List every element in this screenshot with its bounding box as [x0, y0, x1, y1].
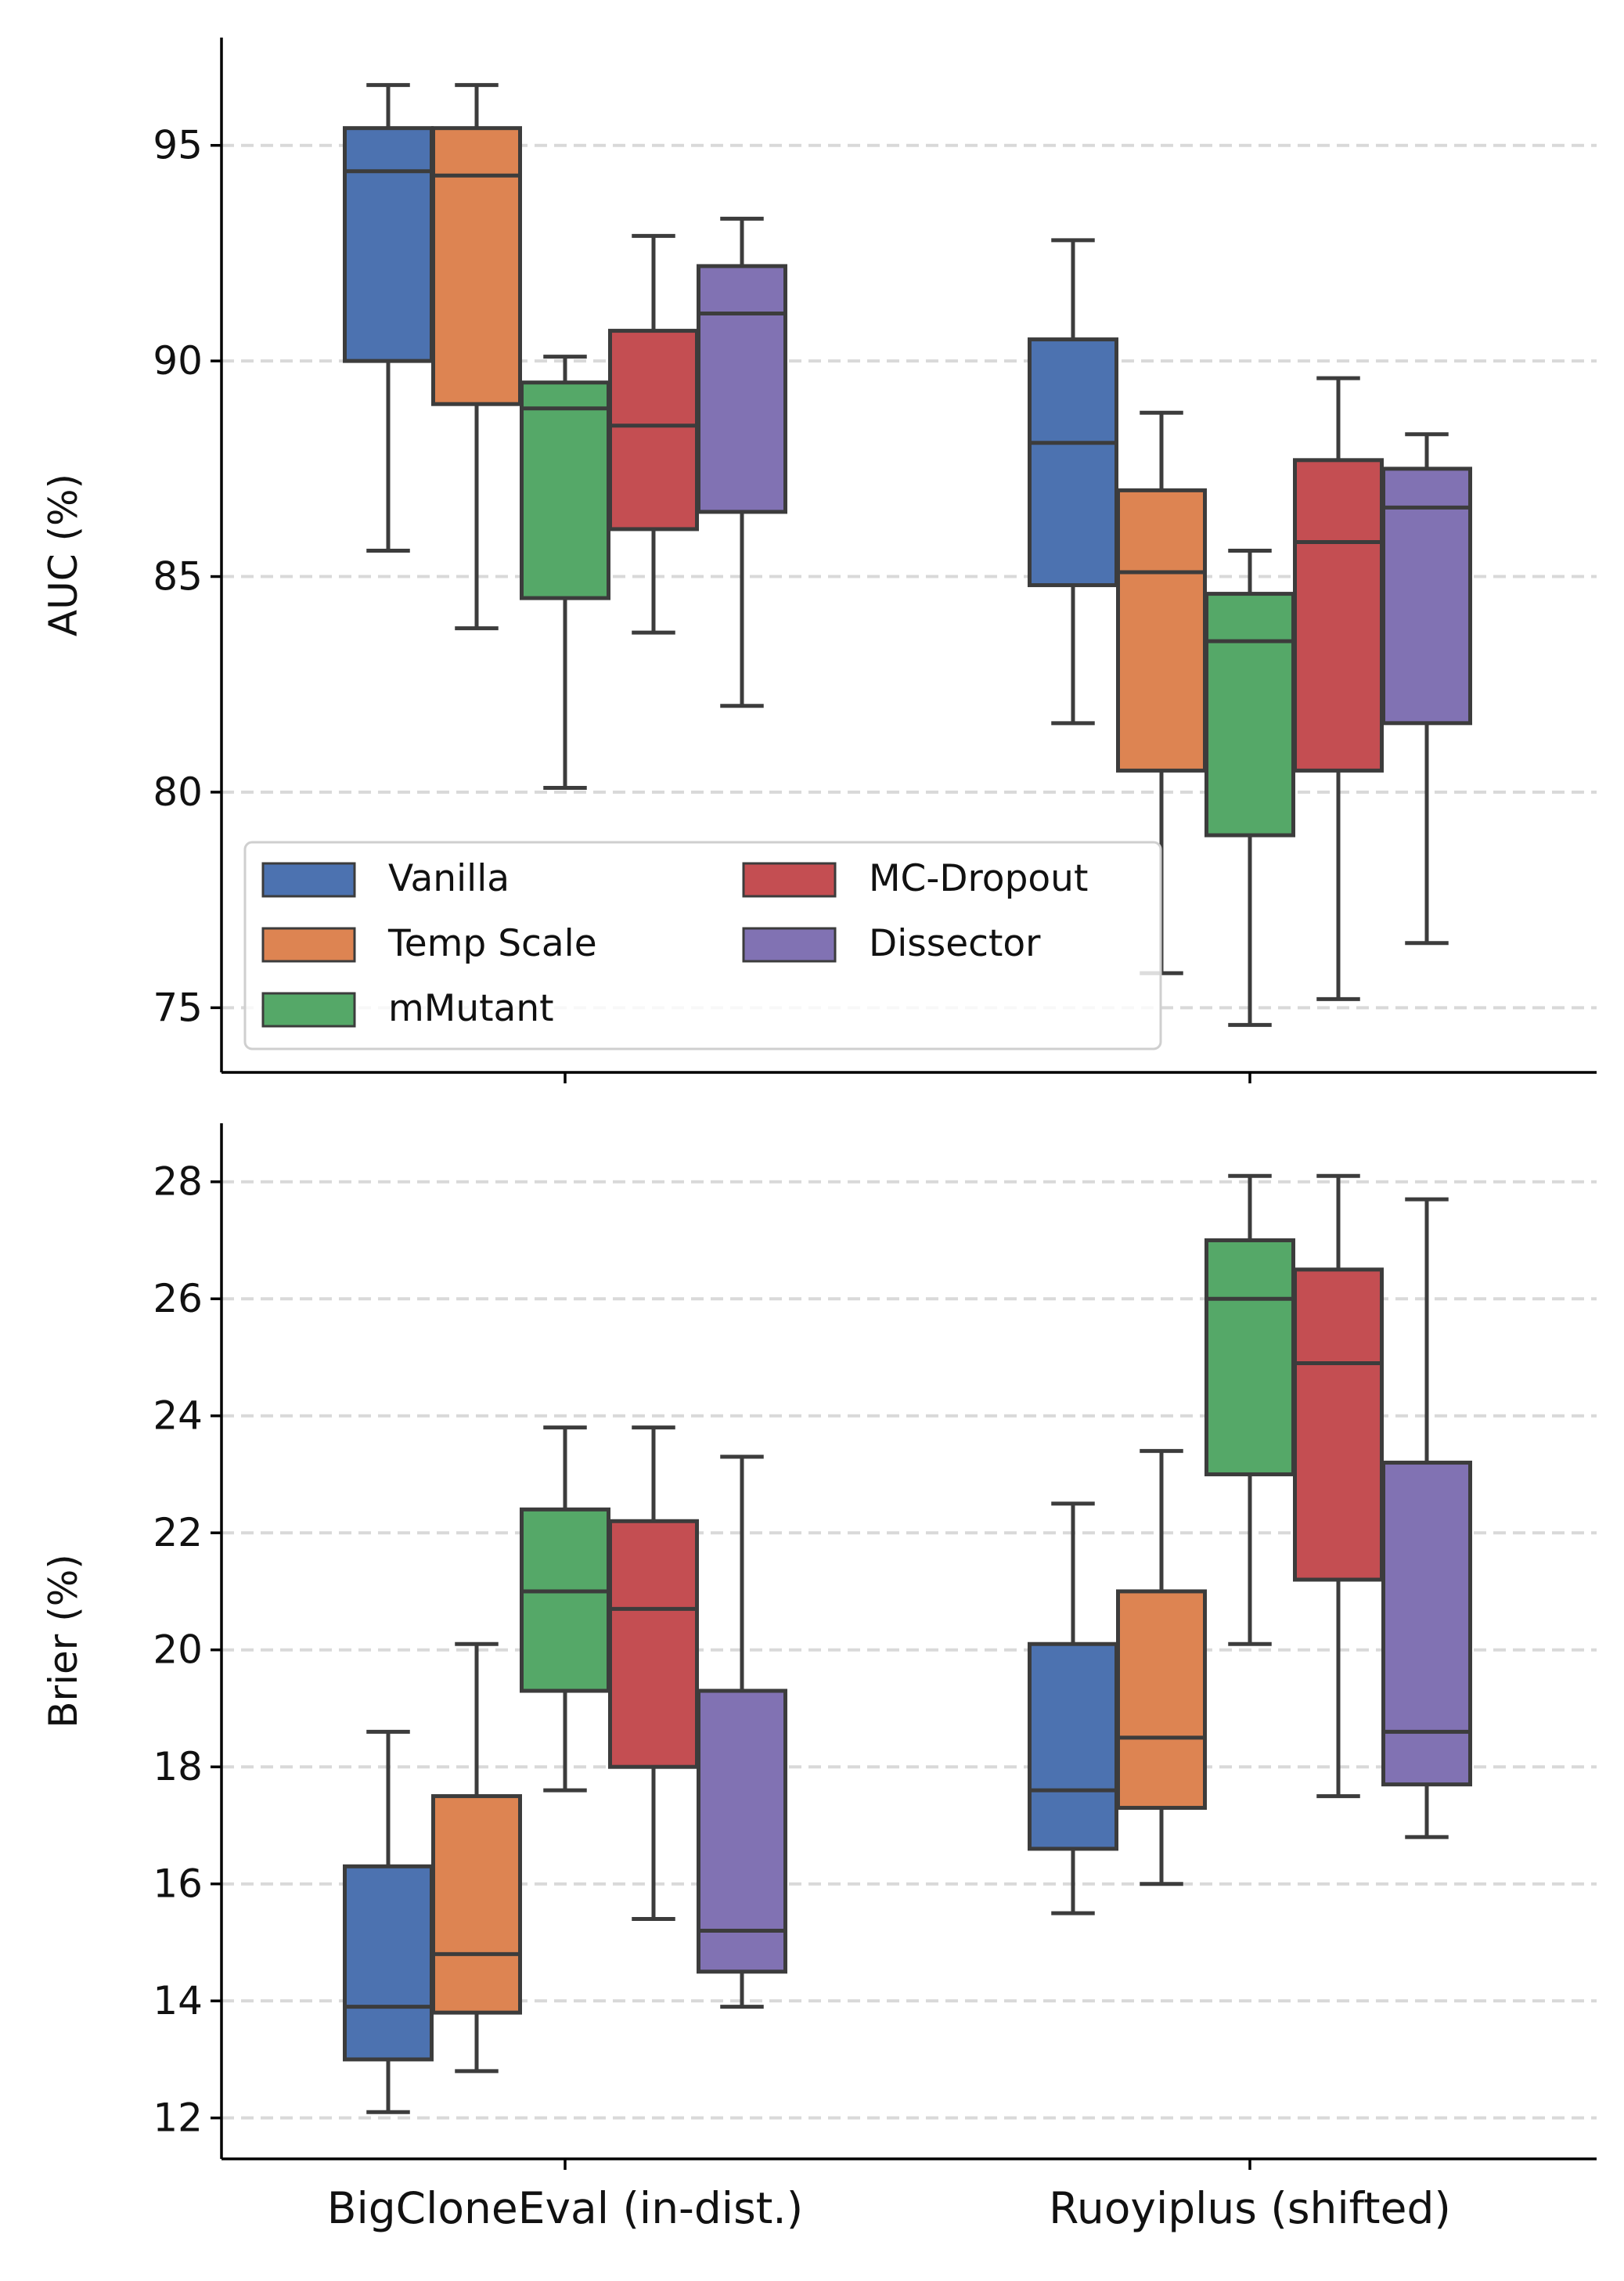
legend-item-mmutant: mMutant: [261, 987, 554, 1030]
y-tick-label-80: 80: [153, 769, 203, 815]
brier-panel: 12 14 16 18 20 22 24 26 28 Brier (%) BigCloneEval …: [41, 1123, 1597, 2233]
y-tick-label-85: 85: [153, 554, 203, 600]
box-mc-dropout-ruoyiplus-shifted: [1293, 1173, 1384, 1799]
legend-item-temp-scale: Temp Scale: [261, 922, 597, 965]
box-temp-scale-ruoyiplus-shifted: [1116, 410, 1207, 975]
box-temp-scale-bigcloneeval-in-dist: [431, 83, 522, 631]
auc-panel: 75 80 85 90 95 AUC (%): [41, 38, 1597, 1083]
box-mc-dropout-bigcloneeval-in-dist-iqr: [608, 329, 699, 532]
box-mmutant-bigcloneeval-in-dist-iqr: [520, 1507, 610, 1693]
legend-swatch-vanilla: [261, 862, 356, 898]
box-temp-scale-ruoyiplus-shifted-iqr: [1116, 488, 1207, 773]
y-tick-label-16: 16: [153, 1861, 203, 1907]
y-tick-label-95: 95: [153, 123, 203, 168]
box-vanilla-bigcloneeval-in-dist-iqr: [343, 1864, 434, 2062]
legend-item-vanilla: Vanilla: [261, 857, 510, 900]
box-vanilla-bigcloneeval-in-dist: [343, 83, 434, 553]
y-tick-label-14: 14: [153, 1978, 203, 2023]
box-mmutant-bigcloneeval-in-dist-iqr: [520, 380, 610, 600]
box-mmutant-ruoyiplus-shifted: [1204, 1173, 1295, 1646]
legend-item-mc-dropout: MC-Dropout: [742, 857, 1088, 900]
box-temp-scale-ruoyiplus-shifted-iqr: [1116, 1589, 1207, 1811]
x-tick-label-ruoyiplus-shifted: Ruoyiplus (shifted): [1049, 2183, 1451, 2233]
box-vanilla-bigcloneeval-in-dist-iqr: [343, 126, 434, 363]
legend-item-dissector: Dissector: [742, 922, 1041, 965]
legend-label-temp-scale: Temp Scale: [387, 922, 597, 965]
legend-swatch-temp-scale: [261, 927, 356, 963]
box-vanilla-ruoyiplus-shifted-iqr: [1028, 337, 1118, 588]
legend-swatch-mc-dropout: [742, 862, 837, 898]
box-dissector-bigcloneeval-in-dist-iqr: [697, 1688, 787, 1974]
box-vanilla-bigcloneeval-in-dist: [343, 1729, 434, 2114]
box-temp-scale-ruoyiplus-shifted: [1116, 1449, 1207, 1886]
box-vanilla-ruoyiplus-shifted-iqr: [1028, 1641, 1118, 1851]
y-tick-label-90: 90: [153, 338, 203, 384]
box-mc-dropout-ruoyiplus-shifted-iqr: [1293, 1267, 1384, 1582]
x-tick-label-bigcloneeval-in-dist: BigCloneEval (in-dist.): [327, 2183, 804, 2233]
box-mmutant-ruoyiplus-shifted: [1204, 548, 1295, 1027]
box-mmutant-bigcloneeval-in-dist: [520, 355, 610, 790]
box-mc-dropout-ruoyiplus-shifted: [1293, 376, 1384, 1001]
box-dissector-ruoyiplus-shifted-iqr: [1381, 467, 1472, 726]
box-mc-dropout-bigcloneeval-in-dist-iqr: [608, 1519, 699, 1769]
y-tick-label-28: 28: [153, 1159, 203, 1205]
box-mmutant-ruoyiplus-shifted-iqr: [1204, 592, 1295, 838]
box-temp-scale-bigcloneeval-in-dist-iqr: [431, 1794, 522, 2015]
box-mc-dropout-bigcloneeval-in-dist: [608, 233, 699, 635]
box-vanilla-ruoyiplus-shifted: [1028, 1501, 1118, 1915]
box-mc-dropout-bigcloneeval-in-dist: [608, 1425, 699, 1922]
legend: Vanilla Temp Scale mMutant MC-Dropout Dissec…: [243, 841, 1162, 1050]
y-tick-label-22: 22: [153, 1510, 203, 1555]
box-dissector-bigcloneeval-in-dist-iqr: [697, 264, 787, 514]
legend-swatch-mmutant: [261, 992, 356, 1028]
box-dissector-ruoyiplus-shifted: [1381, 1197, 1472, 1840]
legend-label-dissector: Dissector: [869, 922, 1041, 965]
y-tick-label-26: 26: [153, 1276, 203, 1321]
y-tick-label-75: 75: [153, 985, 203, 1030]
box-mmutant-bigcloneeval-in-dist: [520, 1425, 610, 1793]
y-tick-label-24: 24: [153, 1393, 203, 1439]
box-mc-dropout-ruoyiplus-shifted-iqr: [1293, 458, 1384, 773]
y-tick-label-12: 12: [153, 2095, 203, 2141]
legend-label-mc-dropout: MC-Dropout: [869, 857, 1088, 900]
box-vanilla-ruoyiplus-shifted: [1028, 238, 1118, 726]
box-dissector-ruoyiplus-shifted-iqr: [1381, 1461, 1472, 1787]
box-dissector-ruoyiplus-shifted: [1381, 432, 1472, 946]
legend-swatch-dissector: [742, 927, 837, 963]
legend-frame: [243, 841, 1162, 1050]
y-tick-label-20: 20: [153, 1627, 203, 1673]
legend-label-vanilla: Vanilla: [388, 857, 510, 900]
box-dissector-bigcloneeval-in-dist: [697, 216, 787, 708]
y-axis-label: AUC (%): [41, 474, 86, 636]
box-dissector-bigcloneeval-in-dist: [697, 1454, 787, 2009]
legend-label-mmutant: mMutant: [388, 987, 554, 1030]
box-mmutant-ruoyiplus-shifted-iqr: [1204, 1238, 1295, 1476]
y-axis-label: Brier (%): [41, 1554, 86, 1728]
box-temp-scale-bigcloneeval-in-dist: [431, 1641, 522, 2074]
box-temp-scale-bigcloneeval-in-dist-iqr: [431, 126, 522, 406]
y-tick-label-18: 18: [153, 1744, 203, 1789]
